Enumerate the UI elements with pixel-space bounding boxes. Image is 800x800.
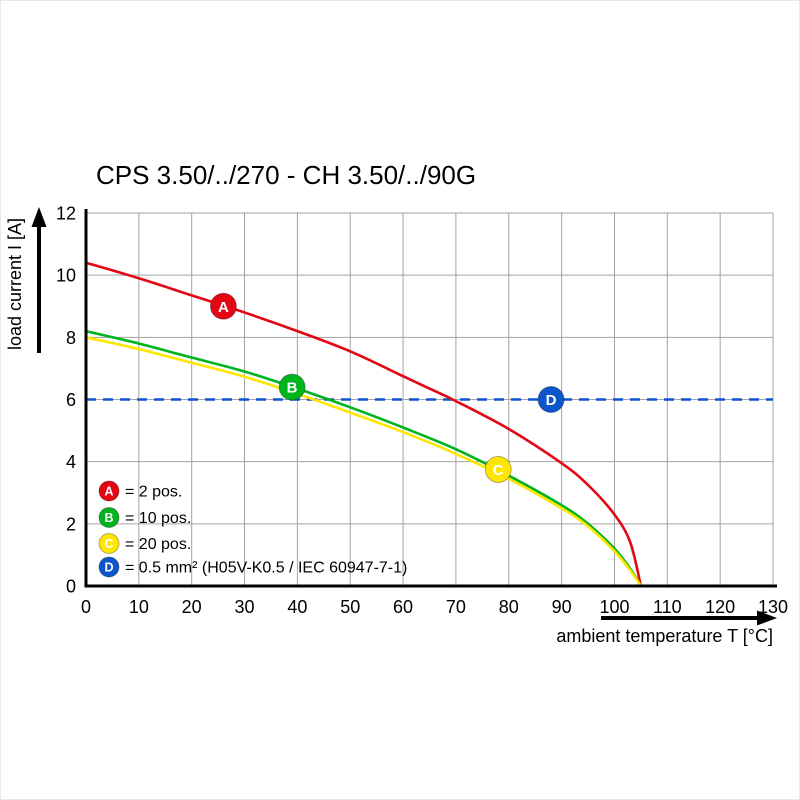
legend-swatch-letter-A: A (104, 484, 113, 498)
legend-label-D: = 0.5 mm² (H05V-K0.5 / IEC 60947-7-1) (125, 560, 407, 577)
legend-swatch-A (98, 480, 120, 502)
x-axis-arrow-head (757, 610, 777, 626)
x-axis-label: ambient temperature T [°C] (556, 626, 773, 646)
marker-B (278, 373, 306, 401)
y-tick-label: 4 (66, 452, 76, 472)
x-tick-label: 20 (182, 597, 202, 617)
marker-A (209, 292, 237, 320)
legend-swatch-letter-D: D (104, 560, 113, 574)
curve-markers: A B C D (209, 292, 565, 483)
x-tick-label: 90 (552, 597, 572, 617)
x-tick-label: 130 (758, 597, 788, 617)
chart-title: CPS 3.50/../270 - CH 3.50/../90G (96, 160, 476, 190)
legend-swatch-D (98, 556, 120, 578)
legend-label-C: = 20 pos. (125, 536, 191, 553)
x-tick-label: 0 (81, 597, 91, 617)
marker-C (484, 455, 512, 483)
legend-swatch-C (98, 533, 120, 554)
x-tick-label: 30 (235, 597, 255, 617)
legend-swatch-letter-C: C (104, 537, 113, 551)
legend-swatch-letter-B: B (104, 511, 113, 525)
axes (84, 209, 777, 588)
legend-swatch-B (98, 507, 120, 528)
x-tick-label: 70 (446, 597, 466, 617)
x-tick-label: 120 (705, 597, 735, 617)
legend: A = 2 pos. B = 10 pos. C = 20 pos. D = 0.5 mm² … (98, 480, 407, 578)
y-tick-label: 8 (66, 328, 76, 348)
y-tick-label: 6 (66, 390, 76, 410)
x-tick-label: 110 (653, 597, 682, 617)
legend-label-B: = 10 pos. (125, 510, 191, 527)
marker-letter-C: C (493, 462, 504, 479)
x-tick-labels: 0 10 20 30 40 50 60 70 80 90 100 110 120 130 (81, 597, 788, 617)
x-tick-label: 60 (393, 597, 413, 617)
y-tick-label: 10 (56, 266, 76, 286)
curve-B (84, 329, 643, 588)
x-tick-label: 80 (499, 597, 519, 617)
marker-letter-B: B (287, 380, 298, 397)
y-tick-label: 2 (66, 514, 76, 534)
y-tick-labels: 0 2 4 6 8 10 12 (56, 204, 76, 597)
x-axis-arrow-icon (601, 610, 777, 626)
y-axis-arrow-icon (31, 207, 47, 353)
y-tick-label: 12 (56, 204, 76, 224)
x-tick-label: 10 (129, 597, 149, 617)
y-axis-arrow-head (31, 207, 47, 227)
marker-letter-A: A (218, 299, 229, 316)
x-tick-label: 100 (599, 597, 629, 617)
curves (84, 261, 643, 588)
y-tick-label: 0 (66, 577, 76, 597)
x-tick-label: 40 (287, 597, 307, 617)
curve-A (84, 261, 643, 588)
marker-D (537, 386, 565, 413)
curve-C (84, 336, 643, 588)
legend-label-A: = 2 pos. (125, 484, 182, 501)
y-axis-label: load current I [A] (5, 218, 25, 350)
x-tick-label: 50 (340, 597, 360, 617)
marker-letter-D: D (546, 392, 557, 409)
